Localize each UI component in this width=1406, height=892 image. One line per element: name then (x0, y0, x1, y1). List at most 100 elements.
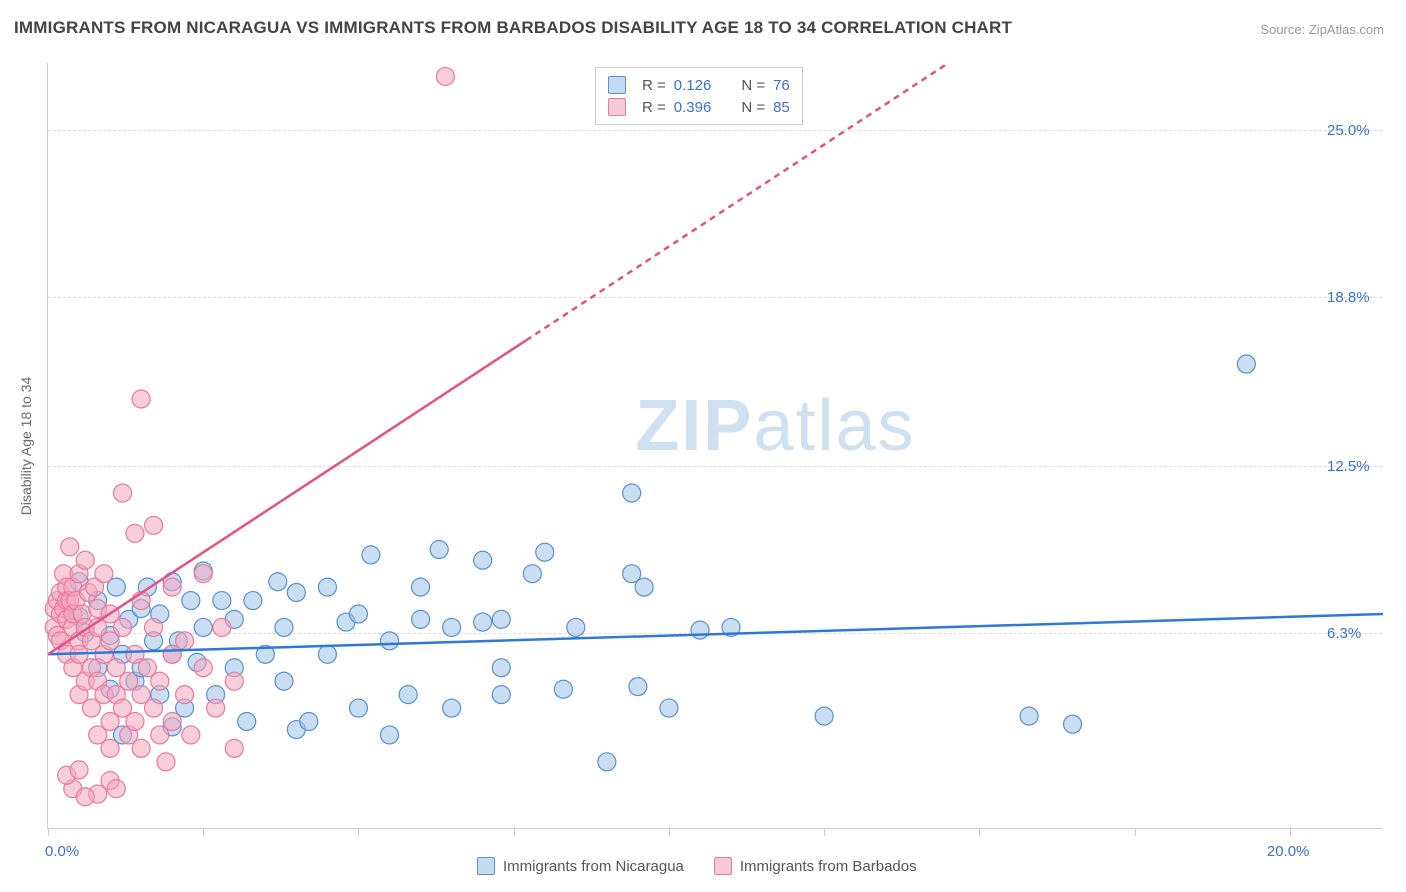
data-point (275, 618, 293, 636)
data-point (194, 565, 212, 583)
chart-svg (48, 63, 1382, 828)
data-point (238, 712, 256, 730)
data-point (1237, 355, 1255, 373)
corr-legend-row: R =0.126N =76 (608, 74, 790, 96)
data-point (145, 516, 163, 534)
data-point (436, 67, 454, 85)
data-point (635, 578, 653, 596)
data-point (412, 578, 430, 596)
data-point (536, 543, 554, 561)
data-point (132, 390, 150, 408)
y-axis-label: Disability Age 18 to 34 (18, 377, 34, 516)
data-point (1064, 715, 1082, 733)
data-point (430, 540, 448, 558)
n-value: 85 (773, 99, 790, 116)
legend-swatch (608, 98, 626, 116)
data-point (126, 712, 144, 730)
data-point (554, 680, 572, 698)
data-point (76, 788, 94, 806)
data-point (114, 484, 132, 502)
series-legend-item: Immigrants from Barbados (714, 857, 917, 875)
x-tick (514, 828, 515, 836)
data-point (660, 699, 678, 717)
series-legend-item: Immigrants from Nicaragua (477, 857, 684, 875)
data-point (145, 699, 163, 717)
data-point (182, 726, 200, 744)
data-point (443, 618, 461, 636)
data-point (244, 592, 262, 610)
data-point (107, 780, 125, 798)
data-point (213, 618, 231, 636)
r-label: R = (642, 77, 666, 94)
source-value: ZipAtlas.com (1309, 22, 1384, 37)
data-point (318, 645, 336, 663)
data-point (194, 618, 212, 636)
plot-area: ZIPatlas (47, 63, 1382, 829)
data-point (176, 686, 194, 704)
data-point (815, 707, 833, 725)
data-point (362, 546, 380, 564)
x-tick (1290, 828, 1291, 836)
data-point (691, 621, 709, 639)
data-point (300, 712, 318, 730)
n-value: 76 (773, 77, 790, 94)
data-point (194, 659, 212, 677)
data-point (474, 551, 492, 569)
data-point (412, 610, 430, 628)
data-point (61, 538, 79, 556)
data-point (474, 613, 492, 631)
source-label: Source: (1260, 22, 1305, 37)
data-point (95, 565, 113, 583)
data-point (225, 672, 243, 690)
data-point (151, 672, 169, 690)
n-label: N = (741, 77, 765, 94)
data-point (163, 578, 181, 596)
data-point (1020, 707, 1038, 725)
x-tick (48, 828, 49, 836)
data-point (176, 632, 194, 650)
n-label: N = (741, 99, 765, 116)
corr-legend-row: R = 0.396 N = 85 (608, 96, 790, 118)
series-legend: Immigrants from Nicaragua Immigrants from… (477, 857, 917, 875)
data-point (318, 578, 336, 596)
regression-line (48, 614, 1383, 654)
data-point (145, 618, 163, 636)
data-point (207, 699, 225, 717)
data-point (381, 726, 399, 744)
correlation-legend-box: R =0.126N =76R =0.396N =85 (595, 67, 803, 125)
x-tick (669, 828, 670, 836)
data-point (213, 592, 231, 610)
data-point (76, 551, 94, 569)
data-point (101, 739, 119, 757)
data-point (598, 753, 616, 771)
x-tick (1135, 828, 1136, 836)
data-point (70, 761, 88, 779)
legend-swatch (477, 857, 495, 875)
data-point (492, 686, 510, 704)
source-attribution: Source: ZipAtlas.com (1260, 22, 1384, 37)
data-point (269, 573, 287, 591)
legend-swatch (714, 857, 732, 875)
x-tick (979, 828, 980, 836)
data-point (623, 484, 641, 502)
data-point (443, 699, 461, 717)
data-point (157, 753, 175, 771)
data-point (381, 632, 399, 650)
r-value: 0.396 (674, 99, 712, 116)
data-point (567, 618, 585, 636)
data-point (629, 678, 647, 696)
r-label: R = (642, 99, 666, 116)
data-point (287, 583, 305, 601)
data-point (349, 699, 367, 717)
data-point (275, 672, 293, 690)
series-name: Immigrants from Nicaragua (503, 858, 684, 875)
x-tick-label: 20.0% (1267, 843, 1310, 860)
x-tick-label: 0.0% (45, 843, 79, 860)
x-tick (358, 828, 359, 836)
data-point (492, 610, 510, 628)
chart-title: IMMIGRANTS FROM NICARAGUA VS IMMIGRANTS … (14, 18, 1012, 38)
data-point (163, 712, 181, 730)
data-point (126, 524, 144, 542)
x-tick (203, 828, 204, 836)
x-tick (824, 828, 825, 836)
